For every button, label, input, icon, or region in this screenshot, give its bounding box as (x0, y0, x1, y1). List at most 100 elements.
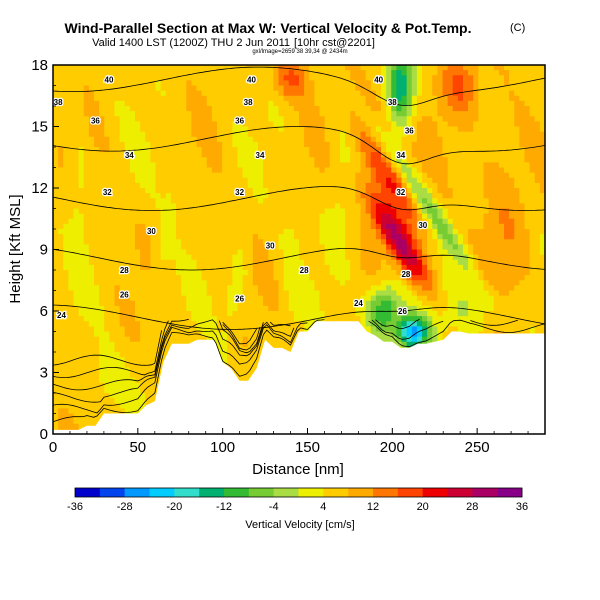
w-cell (283, 285, 290, 291)
w-cell (268, 341, 274, 348)
w-cell (355, 126, 361, 133)
w-cell (381, 121, 387, 127)
w-cell (63, 357, 69, 363)
w-cell (222, 106, 228, 112)
w-cell (196, 167, 203, 174)
w-cell (396, 85, 402, 92)
w-cell (314, 249, 320, 256)
w-cell (309, 116, 315, 122)
w-cell (401, 331, 408, 338)
w-cell (53, 75, 59, 81)
w-cell (360, 218, 367, 225)
w-cell (319, 254, 326, 261)
w-cell (247, 147, 254, 153)
w-cell (53, 336, 59, 343)
w-cell (324, 182, 331, 189)
w-cell (114, 75, 121, 81)
w-cell (258, 70, 264, 76)
w-cell (360, 111, 367, 117)
w-cell (268, 249, 274, 256)
w-cell (155, 223, 162, 230)
w-cell (83, 213, 90, 220)
w-cell (345, 270, 351, 276)
w-cell (375, 167, 382, 174)
w-cell (278, 147, 285, 153)
w-cell (53, 290, 59, 297)
w-cell (406, 182, 413, 189)
w-cell (217, 249, 223, 256)
w-cell (160, 321, 167, 327)
w-cell (242, 80, 249, 86)
w-cell (206, 264, 213, 271)
w-cell (386, 106, 392, 112)
w-cell (68, 208, 74, 215)
w-cell (252, 244, 259, 250)
w-cell (135, 367, 141, 373)
w-cell (201, 95, 208, 102)
w-cell (401, 167, 408, 174)
w-cell (88, 223, 95, 230)
w-cell (83, 208, 90, 215)
w-cell (135, 157, 141, 163)
w-cell (135, 254, 141, 261)
w-cell (375, 177, 382, 184)
w-cell (273, 116, 279, 122)
w-cell (247, 131, 254, 138)
w-cell (360, 229, 367, 235)
w-cell (88, 270, 95, 276)
w-cell (191, 290, 197, 297)
w-cell (304, 121, 310, 127)
w-cell (263, 295, 269, 302)
w-cell (263, 198, 269, 204)
w-cell (94, 147, 100, 153)
w-cell (258, 65, 264, 71)
w-cell (237, 244, 244, 250)
w-cell (170, 280, 177, 286)
w-cell (88, 218, 95, 225)
w-cell (391, 316, 397, 322)
w-cell (314, 162, 320, 168)
w-cell (129, 121, 136, 127)
w-cell (334, 162, 341, 168)
w-cell (211, 80, 218, 86)
w-cell (140, 182, 146, 189)
w-cell (170, 100, 177, 107)
w-cell (401, 326, 408, 332)
w-cell (129, 244, 136, 250)
w-cell (109, 218, 115, 225)
w-cell (227, 346, 233, 353)
w-cell (68, 111, 74, 117)
w-cell (201, 290, 208, 297)
w-cell (334, 198, 341, 204)
w-cell (129, 264, 136, 271)
w-cell (350, 193, 356, 199)
w-cell (314, 182, 320, 189)
w-cell (232, 188, 238, 194)
w-cell (391, 152, 397, 158)
w-cell (129, 177, 136, 184)
w-cell (211, 193, 218, 199)
w-cell (232, 367, 238, 373)
w-cell (109, 167, 115, 174)
w-cell (329, 182, 336, 189)
w-cell (324, 208, 331, 215)
w-cell (237, 305, 244, 312)
w-cell (232, 172, 238, 179)
w-cell (181, 126, 187, 133)
w-cell (83, 249, 90, 256)
w-cell (181, 157, 187, 163)
w-cell (104, 141, 110, 148)
w-cell (217, 116, 223, 122)
w-cell (83, 295, 90, 302)
w-cell (73, 311, 80, 317)
w-cell (176, 213, 182, 220)
w-cell (350, 167, 356, 174)
w-cell (104, 249, 110, 256)
w-cell (293, 131, 300, 138)
w-cell (258, 182, 264, 189)
w-cell (227, 357, 233, 363)
w-cell (227, 193, 233, 199)
w-cell (145, 234, 151, 240)
w-cell (258, 213, 264, 220)
w-cell (196, 229, 203, 235)
